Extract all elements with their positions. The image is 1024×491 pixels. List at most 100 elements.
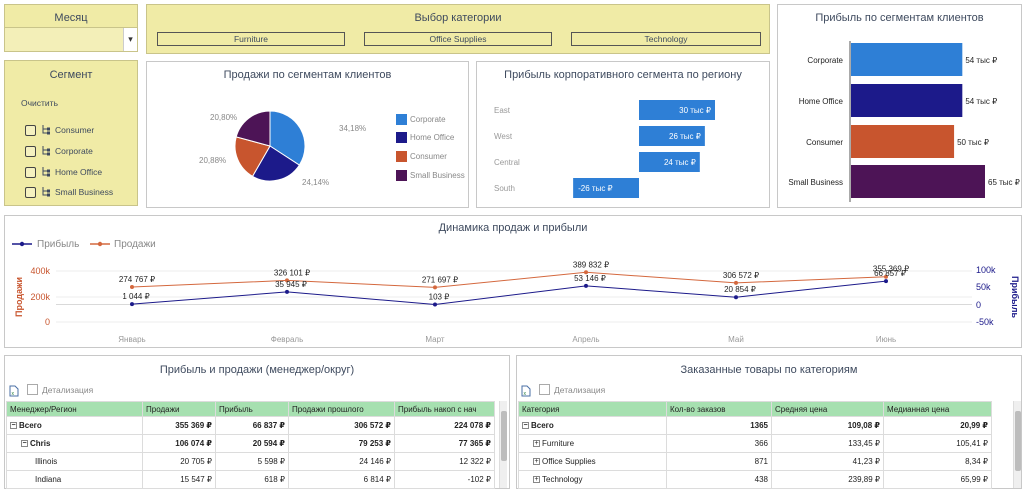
cell: 224 078 ₽ [394, 416, 495, 435]
row-label[interactable]: Illinois [6, 452, 143, 471]
table-row[interactable]: + Office Supplies 871 41,23 ₽ 8,34 ₽ [518, 452, 992, 471]
clear-button[interactable]: Очистить [21, 98, 59, 108]
bar-value-label: 30 тыс ₽ [679, 106, 711, 115]
series-line-sales [131, 271, 887, 288]
table-row[interactable]: Illinois 20 705 ₽ 5 598 ₽ 24 146 ₽ 12 32… [6, 452, 495, 471]
legend-label: Small Business [410, 171, 465, 180]
cell: 65,99 ₽ [883, 470, 992, 489]
scrollbar-thumb[interactable] [501, 411, 507, 461]
corp-region-title: Прибыль корпоративного сегмента по регио… [504, 69, 742, 81]
data-point-sales [734, 280, 738, 285]
collapse-icon[interactable]: − [21, 440, 28, 448]
cell: 618 ₽ [215, 470, 289, 489]
y-right-tick: 0 [976, 300, 981, 310]
collapse-icon[interactable]: − [10, 422, 17, 430]
category-button-office-supplies[interactable]: Office Supplies [364, 32, 552, 46]
expand-icon[interactable]: + [533, 476, 540, 484]
segment-label: Corporate [55, 146, 93, 156]
detail-toggle[interactable]: Детализация [27, 384, 93, 395]
table-row[interactable]: + Furniture 366 133,45 ₽ 105,41 ₽ [518, 434, 992, 453]
row-label[interactable]: − Chris [6, 434, 143, 453]
pie-slice [234, 136, 271, 178]
data-point-profit [884, 279, 888, 284]
segment-item-corporate[interactable]: Corporate [25, 144, 93, 158]
data-point-sales [584, 270, 588, 275]
export-icon[interactable]: x [521, 385, 531, 397]
column-header[interactable]: Менеджер/Регион [6, 401, 143, 417]
table-header-row: Менеджер/Регион Продажи Прибыль Продажи … [6, 401, 495, 417]
data-point-profit [734, 295, 738, 300]
legend-label-sales: Продажи [114, 239, 156, 250]
sales-pie-panel: Продажи по сегментам клиентов [146, 61, 469, 208]
checkbox[interactable] [25, 145, 36, 157]
checkbox[interactable] [25, 186, 36, 198]
segment-item-home-office[interactable]: Home Office [25, 165, 102, 179]
data-point-sales [285, 278, 289, 283]
row-label[interactable]: + Technology [518, 470, 667, 489]
chevron-down-icon[interactable]: ▾ [123, 28, 137, 51]
column-header[interactable]: Продажи прошлого [288, 401, 395, 417]
row-label[interactable]: Indiana [6, 470, 143, 489]
segment-item-consumer[interactable]: Consumer [25, 123, 94, 137]
data-point-sales [433, 285, 437, 290]
detail-toggle[interactable]: Детализация [539, 384, 605, 395]
x-tick-label: Февраль [271, 335, 304, 344]
data-label-sales: 326 101 ₽ [274, 268, 310, 277]
month-filter-panel: Месяц ▾ [4, 4, 138, 52]
table-row[interactable]: + Technology 438 239,89 ₽ 65,99 ₽ [518, 470, 992, 489]
bar-value-label: 50 тыс ₽ [957, 138, 989, 147]
expand-icon[interactable]: + [533, 458, 540, 466]
row-label[interactable]: + Office Supplies [518, 452, 667, 471]
column-header[interactable]: Медианная цена [883, 401, 992, 417]
y-right-tick: -50k [976, 317, 994, 327]
data-label-sales: 271 697 ₽ [422, 275, 458, 284]
segment-title: Сегмент [49, 69, 93, 81]
data-label-profit: 20 854 ₽ [724, 285, 756, 294]
y-left-tick: 200k [30, 292, 50, 302]
category-label: Home Office [799, 97, 844, 106]
legend-swatch [396, 151, 407, 162]
corp-region-chart: East 30 тыс ₽ West 26 тыс ₽ Central 24 тыс ₽ S… [494, 100, 715, 198]
manager-table-title: Прибыль и продажи (менеджер/округ) [159, 364, 355, 376]
vertical-scrollbar[interactable] [1013, 401, 1021, 488]
data-label-sales: 274 767 ₽ [119, 275, 155, 284]
row-label[interactable]: + Furniture [518, 434, 667, 453]
checkbox[interactable] [25, 124, 36, 136]
column-header[interactable]: Прибыль накоп с нач [394, 401, 495, 417]
category-button-technology[interactable]: Technology [571, 32, 761, 46]
x-tick-label: Июнь [876, 335, 896, 344]
month-dropdown[interactable]: ▾ [5, 27, 137, 51]
y-left-tick: 0 [45, 317, 50, 327]
column-header[interactable]: Прибыль [215, 401, 289, 417]
detail-label: Детализация [42, 384, 94, 395]
collapse-icon[interactable]: − [522, 422, 529, 430]
segment-item-small-business[interactable]: Small Business [25, 185, 113, 199]
vertical-scrollbar[interactable] [499, 401, 507, 488]
table-row[interactable]: − Chris 106 074 ₽ 20 594 ₽ 79 253 ₽ 77 36… [6, 434, 495, 453]
column-header[interactable]: Продажи [142, 401, 216, 417]
pie-slice-label: 20,88% [199, 156, 226, 165]
sales-pie-chart: 34,18% 24,14% 20,88% 20,80% [199, 110, 366, 187]
checkbox[interactable] [27, 384, 38, 395]
scrollbar-thumb[interactable] [1015, 411, 1021, 471]
row-label[interactable]: − Всего [6, 416, 143, 435]
table-row[interactable]: − Всего 355 369 ₽ 66 837 ₽ 306 572 ₽ 224 … [6, 416, 495, 435]
legend-item-home-office: Home Office [396, 132, 454, 143]
x-tick-label: Март [425, 335, 444, 344]
table-row[interactable]: Indiana 15 547 ₽ 618 ₽ 6 814 ₽ -102 ₽ [6, 470, 495, 489]
column-header[interactable]: Категория [518, 401, 667, 417]
data-point-profit [130, 302, 134, 307]
column-header[interactable]: Кол-во заказов [666, 401, 772, 417]
expand-icon[interactable]: + [533, 440, 540, 448]
cell: 105,41 ₽ [883, 434, 992, 453]
category-button-furniture[interactable]: Furniture [157, 32, 345, 46]
export-icon[interactable]: x [9, 385, 19, 397]
category-label: Small Business [788, 178, 843, 187]
row-label[interactable]: − Всего [518, 416, 667, 435]
table-row[interactable]: − Всего 1365 109,08 ₽ 20,99 ₽ [518, 416, 992, 435]
x-tick-label: Апрель [572, 335, 599, 344]
checkbox[interactable] [539, 384, 550, 395]
cell: 20 705 ₽ [142, 452, 216, 471]
checkbox[interactable] [25, 166, 36, 178]
column-header[interactable]: Средняя цена [771, 401, 884, 417]
